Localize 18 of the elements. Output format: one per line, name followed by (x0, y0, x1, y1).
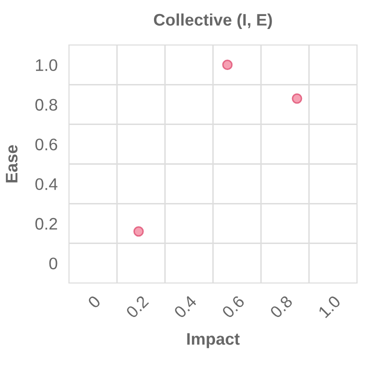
x-tick-label: 0.2 (125, 295, 150, 319)
point (222, 60, 233, 70)
y-axis-title: Ease (6, 145, 18, 182)
point (292, 93, 302, 104)
y-tick-label: 0.8 (35, 98, 58, 111)
x-tick-label: 0.4 (173, 294, 198, 319)
y-tick-label: 0.6 (35, 138, 58, 150)
y-tick-label: 0 (49, 258, 58, 270)
x-tick-label: 0 (87, 294, 102, 309)
point (133, 226, 144, 237)
y-tick-label: 0.2 (35, 218, 58, 230)
x-tick-label: 1.0 (318, 294, 342, 318)
x-axis-title: Impact (187, 333, 240, 348)
chart-title: Collective (I, E) (154, 13, 272, 30)
x-tick-label: 0.6 (221, 294, 246, 319)
y-tick-label: 0.4 (35, 178, 58, 190)
y-tick-label: 1.0 (36, 59, 58, 72)
x-tick-label: 0.8 (269, 294, 294, 319)
